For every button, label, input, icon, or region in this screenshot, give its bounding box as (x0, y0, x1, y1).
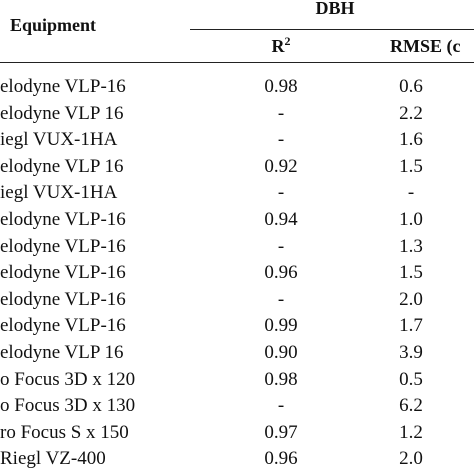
equipment-cell: iegl VUX-1HA (0, 129, 118, 151)
rmse-cell: 1.3 (399, 235, 423, 257)
equipment-cell: elodyne VLP-16 (0, 76, 126, 97)
rmse-cell: 1.5 (399, 262, 423, 284)
equipment-cell: o Focus 3D x 120 (0, 368, 136, 390)
group-rule (190, 29, 474, 30)
rmse-cell: 1.7 (399, 315, 423, 337)
equipment-cell: iegl VUX-1HA (0, 182, 118, 204)
r2-sup: 2 (284, 34, 291, 48)
rmse-cell: 1.6 (399, 129, 423, 151)
r2-cell: 0.96 (264, 262, 298, 284)
rmse-cell: 1.2 (399, 421, 423, 443)
r2-cell: 0.92 (264, 155, 298, 177)
rmse-cell: 1.5 (399, 155, 423, 177)
r2-cell: - (277, 102, 285, 124)
r2-cell: - (277, 182, 285, 204)
dbh-header: DBH (315, 0, 355, 18)
rmse-cell: 3.9 (399, 342, 423, 363)
equipment-cell: elodyne VLP-16 (0, 315, 126, 337)
r2-cell: - (277, 288, 285, 310)
r2-cell: 0.94 (264, 209, 298, 230)
rmse-cell: 0.6 (399, 76, 423, 97)
rmse-cell: 2.2 (399, 102, 423, 124)
equipment-header: Equipment (10, 15, 97, 35)
r2-cell: - (277, 129, 285, 151)
r2-cell: 0.98 (264, 76, 298, 97)
rmse-cell: 0.5 (399, 368, 423, 390)
equipment-cell: elodyne VLP-16 (0, 262, 126, 284)
r2-cell: - (277, 395, 285, 417)
equipment-cell: elodyne VLP 16 (0, 342, 124, 363)
r2-cell: 0.99 (264, 315, 298, 337)
r2-cell: 0.98 (264, 368, 298, 390)
r2-base: R (271, 36, 285, 56)
equipment-cell: o Focus 3D x 130 (0, 395, 136, 417)
equipment-cell: elodyne VLP-16 (0, 209, 126, 230)
r2-cell: 0.90 (264, 342, 298, 363)
r2-cell: 0.96 (264, 448, 298, 470)
rmse-cell: 2.0 (399, 448, 423, 470)
rmse-cell: 1.0 (399, 209, 423, 230)
equipment-cell: elodyne VLP 16 (0, 155, 124, 177)
equipment-cell: ro Focus S x 150 (0, 421, 129, 443)
rmse-header: RMSE (c (390, 36, 461, 56)
rmse-cell: 6.2 (399, 395, 423, 417)
rmse-cell: 2.0 (399, 288, 423, 310)
equipment-cell: elodyne VLP 16 (0, 102, 124, 124)
equipment-cell: elodyne VLP-16 (0, 288, 126, 310)
r2-cell: 0.97 (264, 421, 298, 443)
equipment-cell: elodyne VLP-16 (0, 235, 126, 257)
r2-header: R2 (271, 34, 291, 56)
equipment-cell: Riegl VZ-400 (0, 448, 106, 470)
r2-cell: - (277, 235, 285, 257)
header-rule (0, 62, 474, 63)
rmse-cell: - (407, 182, 415, 204)
